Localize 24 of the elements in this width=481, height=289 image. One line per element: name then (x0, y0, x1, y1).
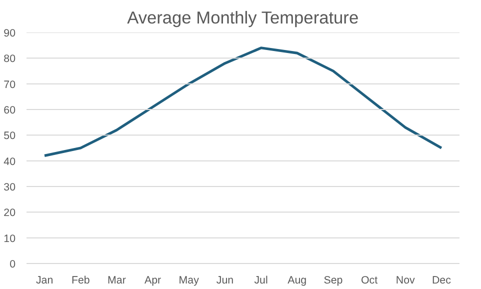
y-tick-label: 30 (4, 182, 16, 194)
y-tick-label: 70 (4, 78, 16, 91)
y-tick-label: 50 (4, 130, 16, 142)
x-tick-label: Feb (71, 274, 90, 286)
x-tick-label: Dec (432, 274, 452, 286)
x-tick-label: Jul (254, 274, 268, 286)
x-tick-label: Aug (288, 274, 307, 286)
y-tick-label: 90 (4, 28, 16, 40)
y-tick-label: 20 (4, 207, 16, 220)
line-series (43, 46, 443, 157)
x-tick-label: Apr (144, 274, 162, 286)
x-tick-label: Jun (216, 274, 234, 286)
x-tick-label: Jan (36, 274, 54, 286)
y-tick-label: 80 (4, 53, 16, 66)
y-tick-label: 60 (4, 104, 16, 116)
y-tick-label: 10 (4, 232, 16, 245)
x-tick-label: Oct (361, 274, 378, 286)
chart-title: Average Monthly Temperature (127, 8, 359, 28)
x-tick-label: Nov (396, 274, 416, 286)
x-tick-label: Sep (324, 274, 343, 286)
x-tick-label: Mar (108, 274, 126, 286)
y-tick-label: 40 (4, 156, 16, 168)
x-tick-label: May (178, 274, 200, 286)
y-tick-label: 0 (10, 258, 16, 270)
